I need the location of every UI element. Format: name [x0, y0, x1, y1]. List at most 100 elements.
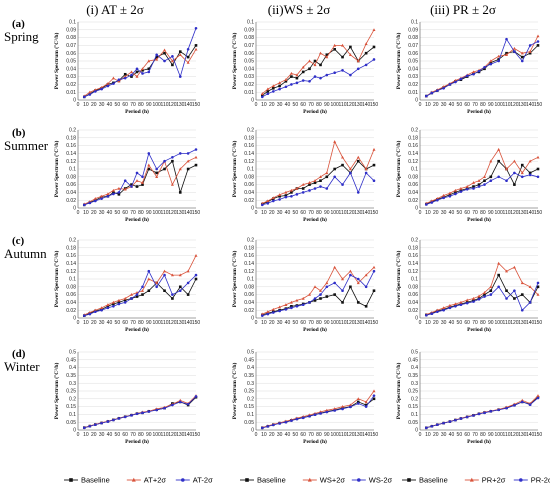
data-point	[155, 57, 159, 61]
data-point	[141, 181, 145, 184]
data-point	[308, 301, 311, 304]
data-point	[333, 48, 336, 51]
y-tick-label: 0.07	[66, 43, 76, 49]
y-tick-label: 0.18	[244, 135, 254, 141]
data-point	[135, 185, 139, 188]
x-tick-label: 110	[339, 320, 347, 326]
data-point	[94, 90, 97, 93]
data-point	[295, 417, 299, 421]
x-tick-label: 60	[464, 210, 470, 216]
data-point	[520, 51, 524, 55]
data-point	[155, 167, 158, 171]
data-point	[155, 171, 158, 175]
data-point	[477, 297, 481, 301]
series-line	[426, 172, 539, 205]
data-point	[513, 171, 516, 175]
data-point	[489, 293, 493, 296]
x-tick-label: 0	[419, 320, 422, 326]
y-tick-label: 0.12	[66, 269, 76, 275]
data-point	[465, 301, 469, 305]
data-point	[170, 183, 174, 186]
data-point	[289, 188, 293, 192]
data-point	[505, 289, 508, 292]
x-axis-title: Period (h)	[467, 108, 491, 115]
data-point	[459, 300, 463, 304]
data-point	[536, 34, 540, 38]
y-tick-label: 0.5	[69, 350, 76, 356]
y-tick-label: 0.18	[408, 245, 418, 251]
x-tick-label: 90	[488, 320, 494, 326]
legend-label: PR-2σ	[531, 476, 550, 485]
data-point	[442, 87, 445, 90]
data-point	[100, 308, 103, 312]
data-point	[163, 167, 166, 171]
data-point	[260, 95, 264, 99]
data-point	[155, 285, 158, 289]
data-point	[141, 175, 144, 179]
x-tick-label: 80	[138, 320, 144, 326]
x-tick-label: 30	[441, 102, 447, 108]
panel-spring-pr: 00.010.020.030.040.050.060.070.080.090.1…	[395, 20, 542, 115]
legend-label: Baseline	[419, 476, 448, 485]
data-point	[483, 179, 486, 182]
data-point	[178, 285, 182, 289]
y-axis-title: Power Spectrum (°C²/h)	[53, 141, 60, 198]
legend-label: WS-2σ	[369, 476, 393, 485]
x-tick-label: 30	[441, 320, 447, 326]
data-point	[271, 196, 275, 200]
x-axis-title: Period (h)	[303, 216, 327, 223]
x-tick-label: 20	[91, 432, 97, 438]
data-point	[106, 306, 110, 310]
data-point	[155, 53, 158, 57]
panel-spring-ws: 00.010.020.030.040.050.060.070.080.090.1…	[231, 20, 378, 115]
x-tick-label: 40	[285, 320, 291, 326]
data-point	[135, 295, 139, 298]
data-point	[178, 273, 182, 277]
x-tick-label: 110	[503, 210, 511, 216]
data-point	[528, 403, 532, 407]
data-point	[319, 63, 322, 67]
data-point	[333, 43, 337, 47]
y-axis-title: Power Spectrum (°C²/h)	[53, 33, 60, 90]
data-point	[536, 281, 540, 285]
y-tick-label: 0.14	[66, 261, 76, 267]
x-tick-label: 70	[308, 320, 314, 326]
y-tick-label: 0.06	[408, 182, 418, 188]
data-point	[123, 179, 127, 182]
legend-marker	[519, 478, 523, 482]
data-point	[477, 185, 481, 188]
data-point	[472, 187, 475, 190]
data-point	[135, 412, 139, 416]
data-point	[536, 394, 540, 397]
y-tick-label: 0.06	[408, 292, 418, 298]
x-tick-label: 20	[91, 102, 97, 108]
data-point	[163, 406, 166, 410]
data-point	[372, 45, 376, 49]
data-point	[325, 73, 329, 77]
data-point	[472, 185, 475, 188]
data-point	[325, 410, 329, 414]
data-point	[333, 281, 336, 285]
data-point	[147, 277, 151, 281]
y-tick-label: 0.2	[411, 128, 418, 134]
data-point	[333, 407, 337, 410]
x-tick-label: 130	[354, 320, 363, 326]
data-point	[295, 73, 299, 77]
y-tick-label: 0.14	[244, 261, 254, 267]
data-point	[266, 310, 270, 313]
data-point	[313, 181, 317, 184]
y-tick-label: 0.04	[244, 66, 254, 72]
legend-label: PR+2σ	[482, 476, 506, 485]
data-point	[100, 194, 104, 198]
y-tick-label: 0.16	[408, 253, 418, 259]
legend-label: WS+2σ	[320, 476, 346, 485]
data-point	[278, 305, 282, 309]
data-point	[505, 269, 509, 273]
x-tick-label: 20	[433, 320, 439, 326]
data-point	[448, 306, 452, 310]
data-point	[424, 203, 428, 206]
series-line	[84, 28, 197, 98]
data-point	[483, 183, 486, 186]
data-point	[489, 285, 493, 288]
data-point	[186, 152, 190, 155]
